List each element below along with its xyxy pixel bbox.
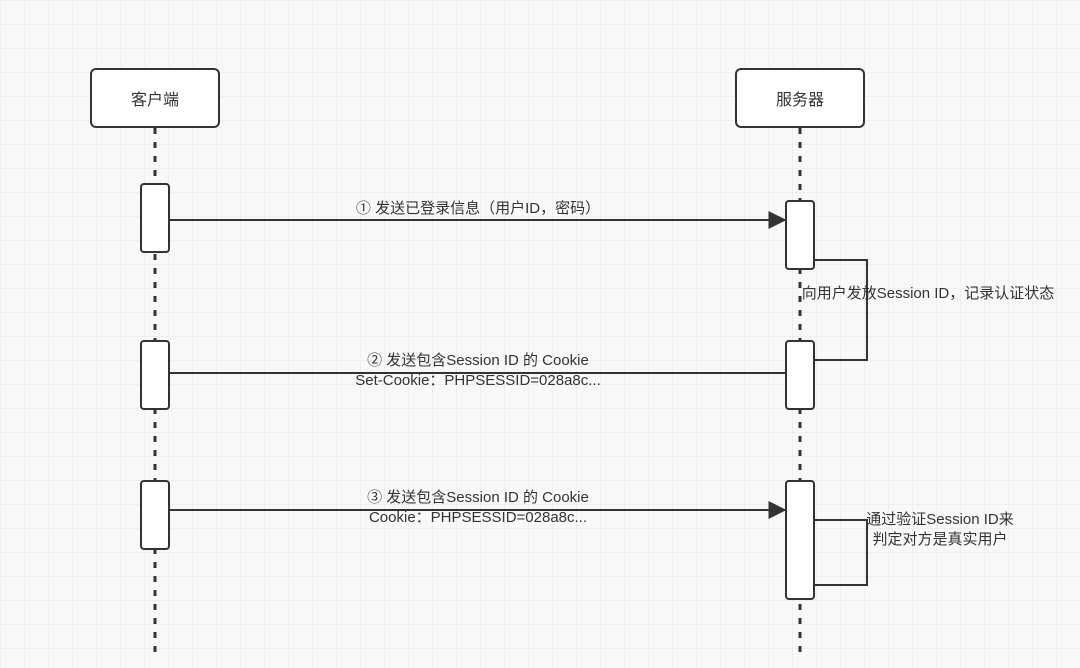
activation-s1 xyxy=(785,200,815,270)
self1-line xyxy=(815,260,867,360)
participant-server-label: 服务器 xyxy=(776,86,824,110)
self1-label: 向用户发放Session ID，记录认证状态 xyxy=(802,284,1055,304)
activation-s2 xyxy=(785,340,815,410)
participant-server: 服务器 xyxy=(735,68,865,128)
participant-client-label: 客户端 xyxy=(131,86,179,110)
self2-label: 通过验证Session ID来 判定对方是真实用户 xyxy=(866,510,1014,551)
activation-s3 xyxy=(785,480,815,600)
msg1-label: ① 发送已登录信息（用户ID，密码） xyxy=(356,199,600,219)
msg3-label: ③ 发送包含Session ID 的 Cookie Cookie：PHPSESS… xyxy=(367,488,589,529)
participant-client: 客户端 xyxy=(90,68,220,128)
msg2-label: ② 发送包含Session ID 的 Cookie Set-Cookie：PHP… xyxy=(355,351,601,392)
activation-c1 xyxy=(140,183,170,253)
activation-c3 xyxy=(140,480,170,550)
self2-line xyxy=(815,520,867,585)
activation-c2 xyxy=(140,340,170,410)
